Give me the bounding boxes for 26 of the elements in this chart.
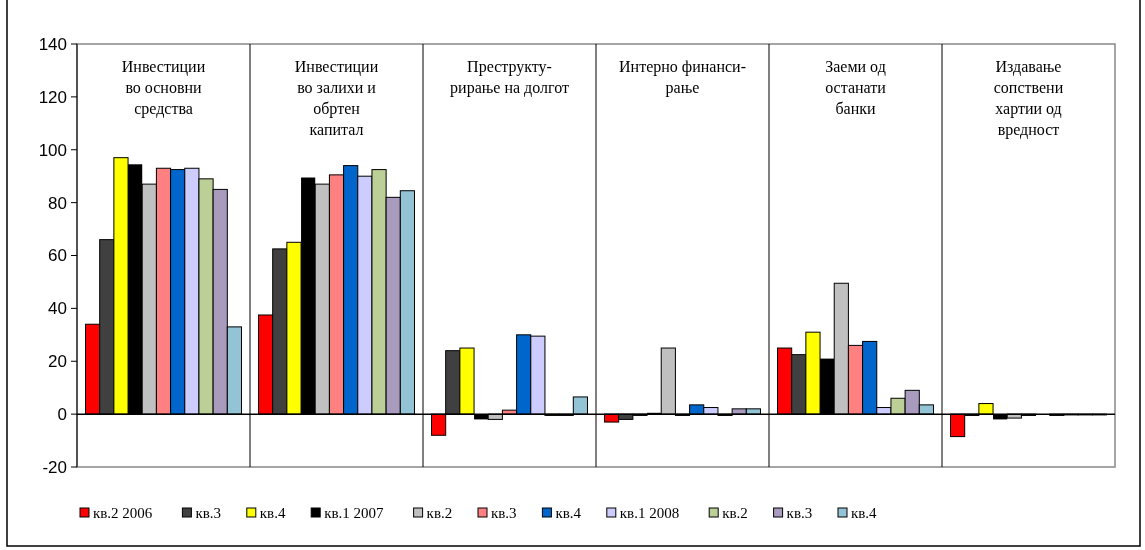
y-tick-label: 0 <box>57 405 67 425</box>
x-tick-label: Интерно финанси- рање <box>619 58 746 97</box>
x-tick-label: Инвестиции во залихи и обртен капитал <box>294 58 379 138</box>
y-tick-label: 60 <box>48 246 67 266</box>
legend-label: кв.4 <box>259 505 286 522</box>
y-tick-label: 100 <box>38 140 67 160</box>
legend-label: кв.2 <box>426 505 453 522</box>
y-tick-label: 20 <box>48 352 67 372</box>
y-tick-label: 120 <box>38 87 67 107</box>
legend-label: кв.2 2006 <box>93 505 153 522</box>
y-tick-label: 40 <box>48 299 67 319</box>
y-tick-label: 140 <box>38 34 67 54</box>
legend-label: кв.1 2007 <box>324 505 385 522</box>
x-tick-label: Инвестиции во основни средства <box>121 58 206 118</box>
legend-label: кв.4 <box>851 505 878 522</box>
x-tick-label: Преструкту- рирање на долгот <box>450 58 569 97</box>
y-tick-label: 80 <box>48 193 67 213</box>
legend-label: кв.2 <box>722 505 748 522</box>
legend-label: кв.4 <box>555 505 582 522</box>
legend-label: кв.3 <box>786 505 813 522</box>
legend-label: кв.3 <box>195 505 222 522</box>
legend-label: кв.1 2008 <box>619 505 680 522</box>
x-tick-label: Издавање сопствени хартии од вредност <box>993 58 1064 139</box>
y-tick-label: -20 <box>42 457 67 477</box>
x-tick-label: Заеми од останати банки <box>825 58 887 117</box>
legend-label: кв.3 <box>491 505 517 522</box>
